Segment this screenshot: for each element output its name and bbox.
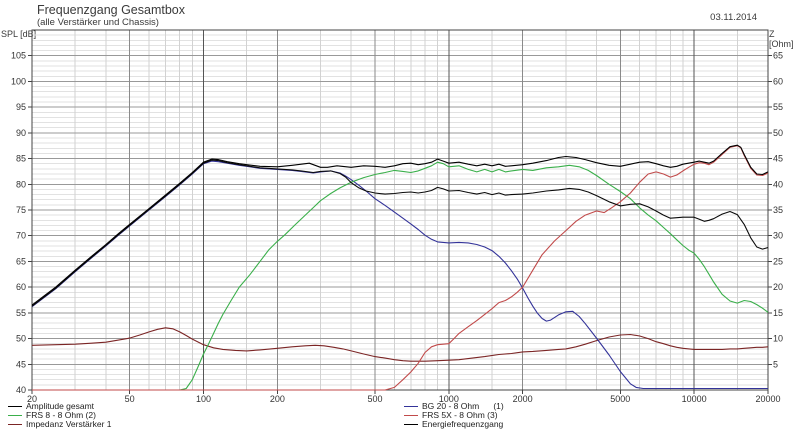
y-right-tick-label: 65 xyxy=(773,51,783,61)
y-left-tick-label: 75 xyxy=(16,205,26,215)
y-axis-left-title: SPL [dB] xyxy=(1,29,37,39)
legend-item-label: Energiefrequenzgang xyxy=(422,419,504,429)
legend-swatch-line xyxy=(8,424,22,425)
y-right-tick-label: 55 xyxy=(773,102,783,112)
y-left-tick-label: 70 xyxy=(16,231,26,241)
y-left-tick-label: 100 xyxy=(11,76,26,86)
legend-item: FRS 5X - 8 Ohm (3) xyxy=(404,411,504,420)
chart-title: Frequenzgang Gesamtbox xyxy=(37,3,186,17)
x-tick-label: 2000 xyxy=(513,394,533,404)
legend-swatch-line xyxy=(404,424,418,425)
y-right-tick-label: 5 xyxy=(773,359,778,369)
legend-item: Energiefrequenzgang xyxy=(404,420,504,429)
curve-amplitude-gesamt xyxy=(32,144,768,306)
y-left-tick-label: 90 xyxy=(16,128,26,138)
y-left-tick-label: 65 xyxy=(16,256,26,266)
chart-date: 03.11.2014 xyxy=(710,12,757,23)
y-left-tick-label: 55 xyxy=(16,308,26,318)
y-left-tick-label: 95 xyxy=(16,102,26,112)
legend-item: BG 20 - 8 Ohm (1) xyxy=(404,402,504,411)
legend-item-label: Amplitude gesamt xyxy=(26,401,95,411)
y-axis-right-title: Z [Ohm] xyxy=(769,29,794,49)
legend-item: FRS 8 - 8 Ohm (2) xyxy=(8,411,112,420)
y-right-tick-label: 50 xyxy=(773,128,783,138)
legend-item: Impedanz Verstärker 1 xyxy=(8,420,112,429)
x-tick-label: 20000 xyxy=(755,394,780,404)
x-tick-label: 10000 xyxy=(682,394,707,404)
y-left-tick-label: 40 xyxy=(16,385,26,395)
y-left-tick-label: 45 xyxy=(16,359,26,369)
legend-item-label: BG 20 - 8 Ohm (1) xyxy=(422,401,504,411)
y-left-tick-label: 80 xyxy=(16,179,26,189)
legend-item-label: FRS 5X - 8 Ohm (3) xyxy=(422,410,498,420)
gridlines xyxy=(32,30,769,390)
y-right-tick-label: 25 xyxy=(773,256,783,266)
y-right-tick-label: 20 xyxy=(773,282,783,292)
legend-item-label: FRS 8 - 8 Ohm (2) xyxy=(26,410,96,420)
legend-item-label: Impedanz Verstärker 1 xyxy=(26,419,112,429)
legend-left: Amplitude gesamt FRS 8 - 8 Ohm (2) Impedan… xyxy=(8,402,112,429)
y-left-tick-label: 50 xyxy=(16,334,26,344)
axis-ticks-and-labels: 40 45 50 55 60 65 70 75 80 85 90 95 100 105 5 10 15 20 25 3… xyxy=(11,51,783,404)
legend-swatch-line xyxy=(8,406,22,407)
y-right-tick-label: 40 xyxy=(773,179,783,189)
legend-right: BG 20 - 8 Ohm (1) FRS 5X - 8 Ohm (3) Energ… xyxy=(404,402,504,429)
x-tick-label: 5000 xyxy=(610,394,630,404)
curve-impedanz-verst-rker-1 xyxy=(32,327,768,362)
legend-swatch-line xyxy=(404,406,418,407)
legend-swatch-line xyxy=(404,415,418,416)
x-tick-label: 200 xyxy=(270,394,285,404)
curves xyxy=(32,144,768,391)
y-right-tick-label: 15 xyxy=(773,308,783,318)
curve-frs-5x-8-ohm-3 xyxy=(32,145,768,391)
x-tick-label: 500 xyxy=(367,394,382,404)
y-right-tick-label: 60 xyxy=(773,76,783,86)
y-left-tick-label: 60 xyxy=(16,282,26,292)
x-tick-label: 50 xyxy=(125,394,135,404)
y-left-tick-label: 105 xyxy=(11,51,26,61)
y-right-tick-label: 10 xyxy=(773,334,783,344)
curve-frs-8-8-ohm-2 xyxy=(32,161,768,391)
legend-swatch-line xyxy=(8,415,22,416)
y-right-tick-label: 35 xyxy=(773,205,783,215)
curve-energiefrequenzgang xyxy=(32,159,768,307)
y-right-tick-label: 45 xyxy=(773,154,783,164)
legend-item: Amplitude gesamt xyxy=(8,402,112,411)
curve-bg-20-8-ohm-1 xyxy=(32,160,768,390)
y-left-tick-label: 85 xyxy=(16,154,26,164)
x-tick-label: 100 xyxy=(196,394,211,404)
chart-subtitle: (alle Verstärker und Chassis) xyxy=(37,17,159,28)
x-tick-label: 20 xyxy=(27,394,37,404)
y-right-tick-label: 30 xyxy=(773,231,783,241)
x-tick-label: 1000 xyxy=(439,394,459,404)
